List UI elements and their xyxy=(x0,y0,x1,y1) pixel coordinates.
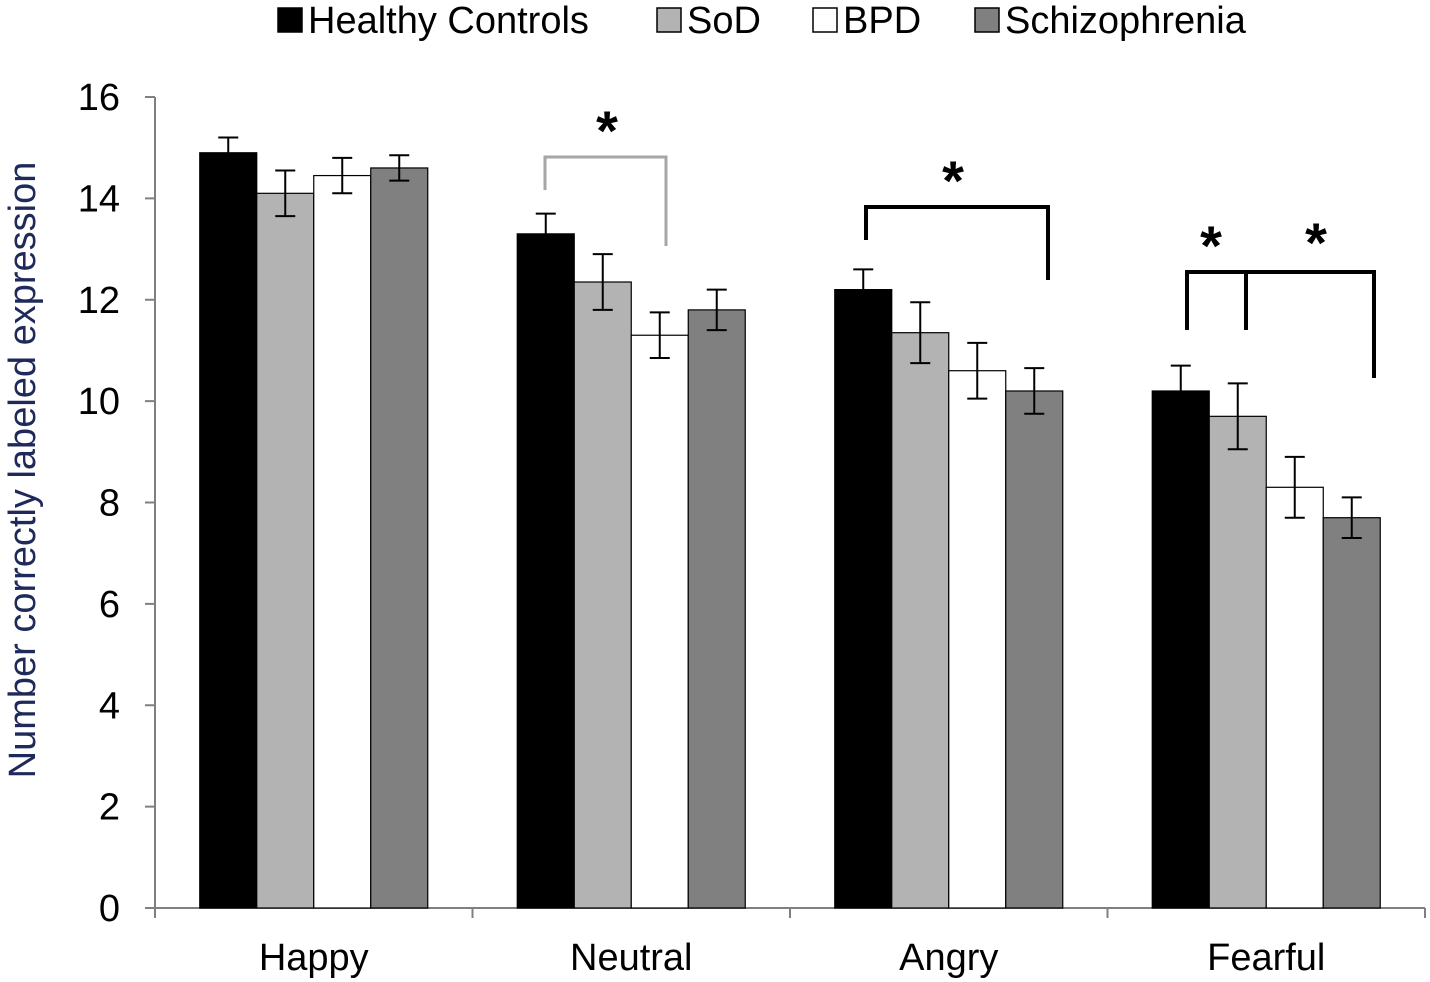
bar-series xyxy=(199,152,1381,909)
bar xyxy=(516,233,575,909)
bar xyxy=(630,334,689,909)
significance-star: * xyxy=(1200,214,1222,277)
legend-label: Schizophrenia xyxy=(1005,0,1247,42)
legend-swatch xyxy=(974,7,1000,33)
legend: Healthy Controls SoD BPD Schizophrenia xyxy=(277,0,1247,42)
x-category-label: Angry xyxy=(899,937,998,979)
bar xyxy=(948,370,1007,909)
significance-bracket xyxy=(1185,270,1248,330)
x-category-label: Fearful xyxy=(1207,937,1325,979)
significance-bracket xyxy=(864,205,1050,280)
significance-bracket xyxy=(1244,270,1376,378)
y-tick-label: 12 xyxy=(78,280,120,322)
y-tick-label: 2 xyxy=(99,787,120,829)
significance-star: * xyxy=(596,99,618,162)
y-tick-label: 14 xyxy=(78,178,120,220)
y-axis-title: Number correctly labeled expression xyxy=(2,162,44,779)
x-axis: Happy Neutral Angry Fearful xyxy=(154,907,1426,979)
significance-annotations: * * * * xyxy=(543,99,1376,378)
y-tick-label: 8 xyxy=(99,483,120,525)
bar xyxy=(1151,390,1210,909)
bar xyxy=(834,289,893,909)
bar xyxy=(1005,390,1064,909)
x-category-label: Happy xyxy=(259,937,369,979)
legend-label: BPD xyxy=(843,0,921,42)
y-tick-label: 6 xyxy=(99,584,120,626)
y-tick-label: 0 xyxy=(99,888,120,930)
legend-label: SoD xyxy=(687,0,761,42)
y-tick-label: 10 xyxy=(78,381,120,423)
bar xyxy=(1322,517,1381,909)
bar xyxy=(891,332,950,909)
legend-swatch xyxy=(812,7,838,33)
y-tick-label: 16 xyxy=(78,77,120,119)
significance-star: * xyxy=(1305,211,1327,274)
legend-swatch xyxy=(656,7,682,33)
bar xyxy=(313,174,372,909)
significance-star: * xyxy=(942,149,964,212)
bar xyxy=(1208,415,1267,909)
bar xyxy=(256,192,315,909)
x-category-label: Neutral xyxy=(570,937,693,979)
legend-label: Healthy Controls xyxy=(308,0,589,42)
y-tick-label: 4 xyxy=(99,685,120,727)
error-bars xyxy=(218,136,1362,539)
significance-bracket xyxy=(543,155,668,246)
bar xyxy=(1265,486,1324,909)
bar xyxy=(573,281,632,909)
bar xyxy=(199,152,258,909)
y-axis: 0 2 4 6 8 10 12 14 16 xyxy=(78,77,156,930)
bar xyxy=(370,167,429,909)
bar xyxy=(687,309,746,909)
legend-swatch xyxy=(277,7,303,33)
